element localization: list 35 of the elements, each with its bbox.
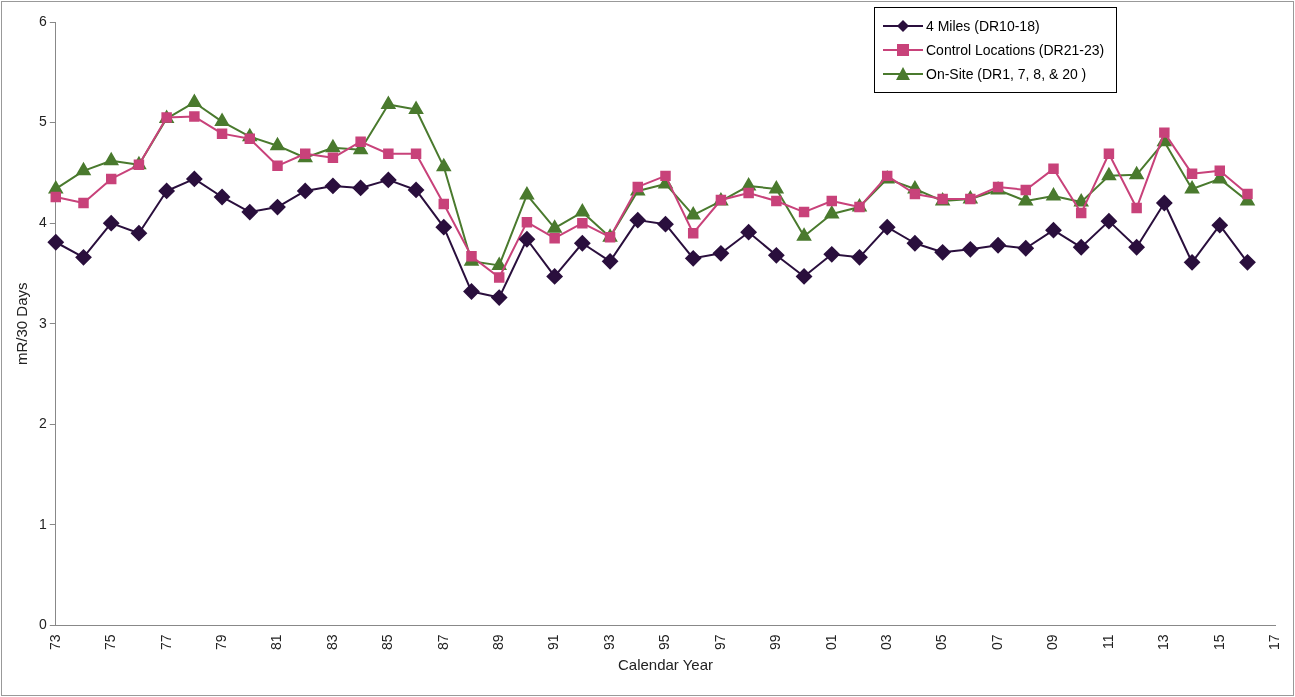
legend-label: Control Locations (DR21-23) (926, 42, 1105, 58)
x-tick-label: 85 (379, 634, 396, 651)
y-tick-label: 1 (38, 515, 47, 532)
x-tick-label: 13 (1155, 634, 1172, 651)
y-tick-label: 0 (38, 616, 47, 633)
x-tick-label: 01 (822, 634, 839, 651)
x-tick-label: 89 (490, 634, 507, 651)
x-tick-label: 97 (711, 634, 728, 651)
x-tick-label: 09 (1044, 634, 1061, 651)
legend-label: On-Site (DR1, 7, 8, & 20 ) (926, 66, 1087, 82)
x-tick-label: 93 (600, 634, 617, 651)
x-tick-label: 75 (102, 634, 119, 651)
y-tick-label: 6 (38, 12, 47, 29)
x-tick-label: 91 (545, 634, 562, 651)
y-tick-label: 2 (38, 415, 47, 432)
x-tick-label: 07 (988, 634, 1005, 651)
y-tick-label: 3 (38, 314, 47, 331)
x-tick-label: 81 (268, 634, 285, 651)
x-tick-label: 95 (656, 634, 673, 651)
x-tick-label: 05 (933, 634, 950, 651)
x-tick-label: 17 (1266, 634, 1283, 651)
x-tick-label: 73 (46, 634, 63, 651)
x-tick-label: 11 (1099, 634, 1116, 649)
x-tick-label: 15 (1210, 634, 1227, 651)
x-tick-label: 79 (212, 634, 229, 651)
y-tick-label: 5 (38, 113, 47, 130)
x-tick-label: 83 (323, 634, 340, 651)
x-tick-label: 99 (767, 634, 784, 651)
legend-label: 4 Miles (DR10-18) (926, 18, 1040, 34)
x-tick-label: 77 (157, 634, 174, 651)
y-tick-label: 4 (38, 214, 47, 230)
y-axis-title: mR/30 Days (13, 282, 31, 365)
x-tick-label: 87 (434, 634, 451, 651)
x-tick-label: 03 (878, 634, 895, 651)
x-axis-title: Calendar Year (617, 656, 714, 674)
